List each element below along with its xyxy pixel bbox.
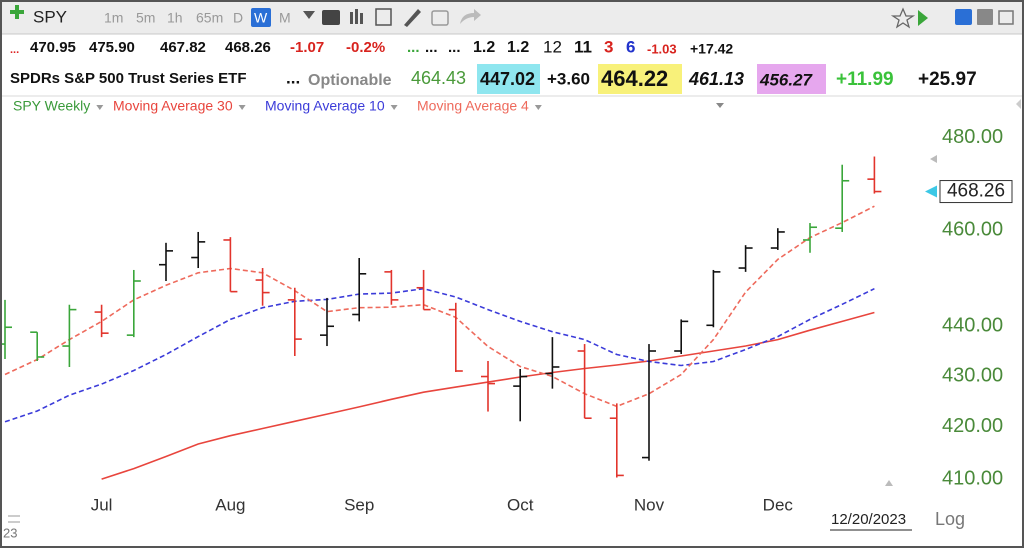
legend-entry[interactable]: Moving Average 30	[113, 98, 233, 114]
bars-icon[interactable]	[350, 12, 353, 24]
quote-field: 1.2	[507, 39, 529, 56]
date-label: 12/20/2023	[831, 511, 906, 528]
moving-average-line	[4, 205, 875, 408]
quote-field: -0.2%	[346, 39, 385, 56]
y-tick-label: 440.00	[942, 315, 1003, 337]
star-icon[interactable]	[890, 7, 916, 29]
axis-icon	[8, 515, 20, 523]
x-tick-label: Dec	[763, 495, 794, 514]
interval-selected	[251, 8, 271, 27]
text-icon[interactable]	[322, 10, 340, 25]
x-left-label: 23	[3, 525, 17, 540]
interval-button[interactable]: M	[279, 10, 291, 26]
quote-field: ...	[407, 39, 420, 56]
alert-icon[interactable]	[918, 10, 928, 26]
y-tick-label: 460.00	[942, 218, 1003, 240]
x-tick-label: Aug	[215, 495, 245, 514]
price-marker	[925, 185, 937, 198]
scroll-marker	[885, 480, 893, 486]
toolbar-icons	[303, 7, 1014, 29]
quote-field: 475.90	[89, 39, 135, 56]
legend-entry[interactable]: SPY Weekly	[13, 98, 90, 114]
plus-v	[15, 5, 19, 19]
quote-field: ...	[286, 68, 300, 87]
x-tick-label: Oct	[507, 495, 534, 514]
quote-field: 6	[626, 37, 635, 56]
save-icon[interactable]	[977, 9, 993, 25]
interval-button[interactable]: 65m	[196, 10, 223, 26]
y-tick-label: 430.00	[942, 364, 1003, 386]
grid-icon[interactable]	[375, 8, 392, 26]
quote-field: 464.22	[601, 66, 668, 91]
quote-field: 461.13	[688, 69, 744, 89]
quote-field: 12	[543, 37, 562, 56]
quote-row-2: SPDRs S&P 500 Trust Series ETF ... Optio…	[10, 64, 977, 94]
quote-row-1: ... 470.95 475.90 467.82 468.26 -1.07 -0…	[10, 37, 733, 56]
quote-field: +25.97	[918, 69, 977, 90]
quote-field: 468.26	[225, 39, 271, 56]
price-label: 468.26	[947, 181, 1005, 202]
scale-label[interactable]: Log	[935, 509, 965, 529]
y-tick-label: 420.00	[942, 415, 1003, 437]
x-tick-label: Nov	[634, 495, 665, 514]
legend-menu-arrow[interactable]	[96, 105, 104, 110]
quote-field: +3.60	[547, 69, 590, 88]
quote-field: 456.27	[759, 70, 814, 89]
moving-average-line	[4, 287, 875, 423]
highlight	[757, 64, 826, 94]
quote-field: ...	[10, 44, 19, 56]
highlight	[477, 64, 540, 94]
quote-field: -1.07	[290, 39, 324, 56]
quote-field: +17.42	[690, 41, 733, 57]
quote-field: -1.03	[647, 41, 677, 56]
interval-button[interactable]: 1h	[167, 10, 183, 26]
share-icon[interactable]	[460, 9, 481, 24]
legend-menu[interactable]	[716, 103, 724, 108]
window-icon[interactable]	[431, 10, 449, 26]
legend-entry[interactable]: Moving Average 4	[417, 98, 529, 114]
y-tick-label: 480.00	[942, 126, 1003, 148]
interval-button[interactable]: W	[254, 10, 268, 26]
quote-field: 464.43	[411, 68, 466, 88]
bars-icon-2	[355, 9, 358, 24]
quote-field: +11.99	[836, 69, 894, 90]
legend-entry[interactable]: Moving Average 10	[265, 98, 385, 114]
x-tick-label: Jul	[91, 495, 113, 514]
plot-area: 410.00 420.00 430.00 440.00 460.00 480.00 Jul A…	[0, 126, 1013, 514]
add-symbol-icon[interactable]	[10, 5, 24, 19]
security-name: SPDRs S&P 500 Trust Series ETF	[10, 70, 247, 87]
legend-menu-arrow[interactable]	[238, 105, 246, 110]
scroll-arrow[interactable]	[1016, 99, 1021, 109]
legend: SPY Weekly Moving Average 30 Moving Averag…	[13, 98, 542, 114]
symbol[interactable]: SPY	[33, 7, 67, 26]
quote-field: ...	[448, 39, 461, 56]
scan-icon[interactable]	[955, 9, 972, 25]
quote-field: 3	[604, 37, 613, 56]
interval-button[interactable]: D	[233, 10, 243, 26]
legend-menu-arrow[interactable]	[390, 105, 398, 110]
legend-menu-arrow[interactable]	[534, 105, 542, 110]
quote-field: 11	[574, 37, 592, 56]
quote-field: ...	[425, 39, 438, 56]
window-icon-2[interactable]	[998, 10, 1014, 25]
x-tick-label: Sep	[344, 495, 374, 514]
quote-field: 470.95	[30, 39, 76, 56]
pencil-icon[interactable]	[404, 9, 421, 27]
interval-buttons: 1m 5m 1h 65m D W M	[104, 8, 291, 27]
highlight	[598, 64, 682, 94]
dropdown-icon[interactable]	[303, 11, 315, 19]
price-box	[939, 180, 1013, 204]
toolbar	[0, 0, 1024, 34]
y-tick-label: 410.00	[942, 467, 1003, 489]
interval-button[interactable]: 1m	[104, 10, 123, 26]
quote-field: 447.02	[480, 69, 535, 89]
scroll-marker	[930, 155, 937, 163]
quote-field: 1.2	[473, 39, 495, 56]
interval-button[interactable]: 5m	[136, 10, 155, 26]
quote-field: 467.82	[160, 39, 206, 56]
bars-icon-3	[360, 13, 363, 24]
quote-field: Optionable	[308, 72, 392, 89]
